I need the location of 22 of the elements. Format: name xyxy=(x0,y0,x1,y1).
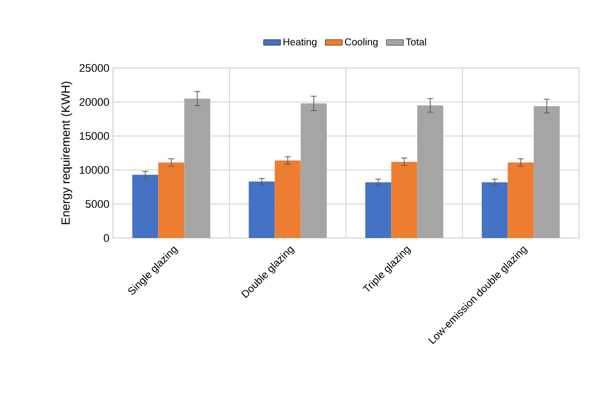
bar xyxy=(482,182,508,238)
y-tick-label: 0 xyxy=(104,234,110,242)
bar xyxy=(158,162,184,238)
bar xyxy=(365,182,392,238)
bar xyxy=(274,160,301,238)
bar xyxy=(132,174,158,238)
y-tick-label: 5000 xyxy=(86,200,110,208)
y-tick-label: 25000 xyxy=(80,64,110,72)
bar xyxy=(534,106,560,238)
legend-label: Cooling xyxy=(344,38,378,48)
y-tick-label: 15000 xyxy=(80,132,110,140)
bar xyxy=(391,162,418,238)
bar xyxy=(417,105,444,238)
bar xyxy=(508,162,534,238)
legend-label: Heating xyxy=(284,38,316,48)
y-tick-label: 10000 xyxy=(80,166,110,174)
bar xyxy=(300,103,327,238)
legend-label: Total xyxy=(406,38,426,46)
y-axis-title: Energy requirement (KWH) xyxy=(61,82,72,224)
y-tick-label: 20000 xyxy=(80,98,110,106)
bar xyxy=(248,182,275,238)
bar xyxy=(184,98,210,238)
